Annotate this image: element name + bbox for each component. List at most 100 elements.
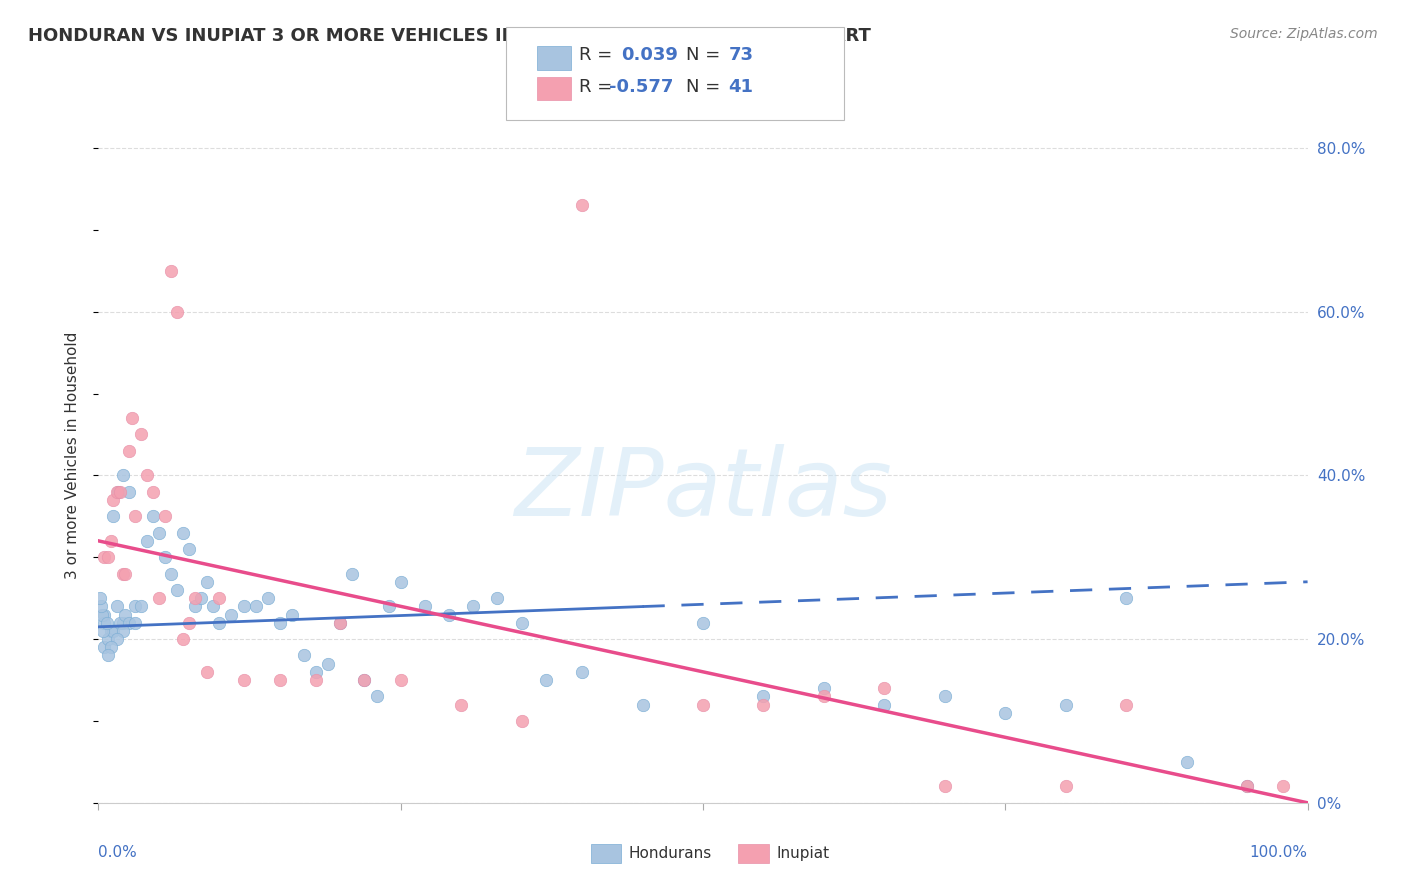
Point xyxy=(111,615,134,630)
Text: R =: R = xyxy=(579,78,619,95)
Point xyxy=(305,665,328,679)
Point xyxy=(571,665,593,679)
Point xyxy=(353,673,375,687)
Point xyxy=(190,591,212,606)
Text: 41: 41 xyxy=(728,78,754,95)
Point xyxy=(342,566,364,581)
Point xyxy=(1236,780,1258,794)
Point xyxy=(179,615,201,630)
Point xyxy=(463,599,485,614)
Point xyxy=(108,484,131,499)
Point xyxy=(329,615,352,630)
Y-axis label: 3 or more Vehicles in Household: 3 or more Vehicles in Household xyxy=(65,331,80,579)
Point xyxy=(232,599,254,614)
Point xyxy=(353,673,375,687)
Point xyxy=(389,574,412,589)
Point xyxy=(752,690,775,704)
Point xyxy=(114,607,136,622)
Point xyxy=(124,599,146,614)
Point xyxy=(111,566,134,581)
Point xyxy=(93,640,115,655)
Text: HONDURAN VS INUPIAT 3 OR MORE VEHICLES IN HOUSEHOLD CORRELATION CHART: HONDURAN VS INUPIAT 3 OR MORE VEHICLES I… xyxy=(28,27,870,45)
Point xyxy=(316,657,339,671)
Point xyxy=(269,673,291,687)
Point xyxy=(114,566,136,581)
Point xyxy=(97,648,120,663)
Point xyxy=(413,599,436,614)
Point xyxy=(195,574,218,589)
Point xyxy=(510,714,533,728)
Point xyxy=(100,533,122,548)
Point xyxy=(105,484,128,499)
Point xyxy=(97,550,120,565)
Point xyxy=(437,607,460,622)
Point xyxy=(172,632,194,646)
Point xyxy=(93,607,115,622)
Point xyxy=(91,624,114,638)
Text: Hondurans: Hondurans xyxy=(628,847,711,861)
Point xyxy=(118,484,141,499)
Point xyxy=(166,582,188,597)
Point xyxy=(934,690,956,704)
Point xyxy=(389,673,412,687)
Point xyxy=(153,550,176,565)
Point xyxy=(486,591,509,606)
Point xyxy=(153,509,176,524)
Point xyxy=(118,615,141,630)
Point xyxy=(124,615,146,630)
Point xyxy=(208,615,231,630)
Point xyxy=(105,632,128,646)
Point xyxy=(101,624,124,638)
Point xyxy=(692,615,714,630)
Point xyxy=(100,624,122,638)
Point xyxy=(934,780,956,794)
Point xyxy=(148,525,170,540)
Point xyxy=(107,484,129,499)
Point xyxy=(142,509,165,524)
Point xyxy=(172,525,194,540)
Point xyxy=(873,681,896,696)
Point xyxy=(142,484,165,499)
Text: R =: R = xyxy=(579,46,619,64)
Point xyxy=(184,591,207,606)
Point xyxy=(329,615,352,630)
Point xyxy=(534,673,557,687)
Point xyxy=(269,615,291,630)
Point xyxy=(105,599,128,614)
Point xyxy=(135,533,157,548)
Text: Source: ZipAtlas.com: Source: ZipAtlas.com xyxy=(1230,27,1378,41)
Point xyxy=(97,632,120,646)
Point xyxy=(813,690,835,704)
Point xyxy=(111,624,134,638)
Point xyxy=(166,304,188,318)
Point xyxy=(91,607,114,622)
Point xyxy=(377,599,399,614)
Point xyxy=(994,706,1017,720)
Point xyxy=(121,411,143,425)
Point xyxy=(111,468,134,483)
Point xyxy=(129,599,152,614)
Point xyxy=(1272,780,1295,794)
Point xyxy=(101,492,124,507)
Point xyxy=(118,443,141,458)
Point xyxy=(305,673,328,687)
Point xyxy=(89,591,111,606)
Point xyxy=(450,698,472,712)
Point xyxy=(571,198,593,212)
Point xyxy=(135,468,157,483)
Point xyxy=(510,615,533,630)
Point xyxy=(184,599,207,614)
Point xyxy=(90,599,112,614)
Point xyxy=(108,615,131,630)
Text: N =: N = xyxy=(686,46,725,64)
Point xyxy=(281,607,304,622)
Point xyxy=(1115,591,1137,606)
Text: N =: N = xyxy=(686,78,725,95)
Point xyxy=(813,681,835,696)
Point xyxy=(1054,698,1077,712)
Point xyxy=(1115,698,1137,712)
Point xyxy=(100,640,122,655)
Point xyxy=(101,509,124,524)
Point xyxy=(1054,780,1077,794)
Point xyxy=(292,648,315,663)
